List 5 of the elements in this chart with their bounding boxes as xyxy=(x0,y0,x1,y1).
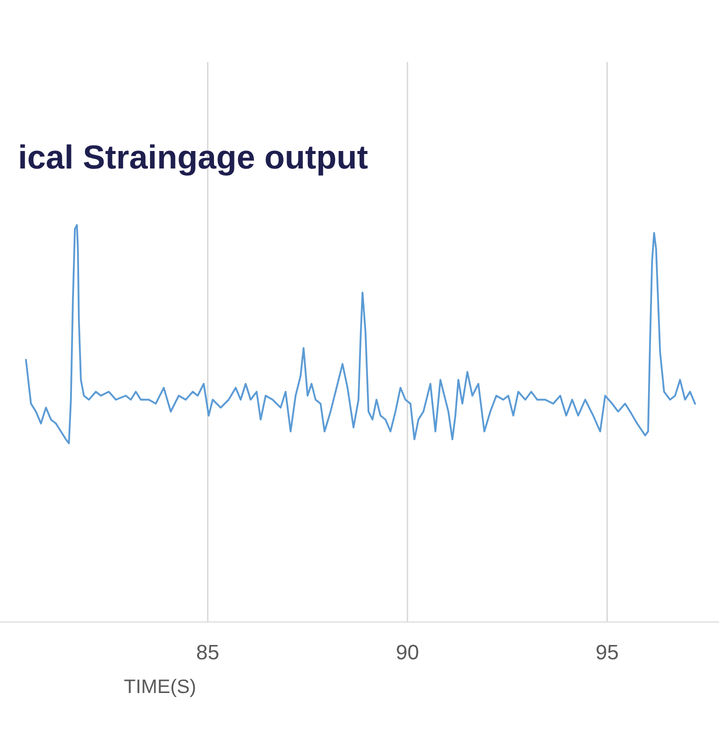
x-axis-title: TIME(S) xyxy=(124,678,195,698)
x-tick-label: 85 xyxy=(197,644,218,660)
x-tick-label: 95 xyxy=(596,644,618,660)
x-tick-label: 90 xyxy=(396,644,418,660)
chart-title: ical Straingage output xyxy=(20,144,368,176)
